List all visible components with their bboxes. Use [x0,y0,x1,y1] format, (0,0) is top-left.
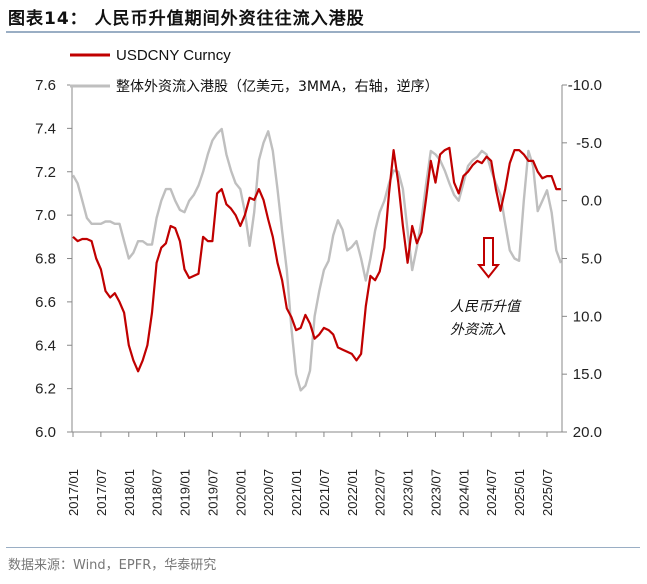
x-tick-label: 2024/01 [456,469,471,516]
series-line-usdcny [72,146,561,373]
x-tick-label: 2017/01 [66,469,81,516]
annotation: 人民币升值 外资流入 [450,237,522,338]
x-tick-label: 2023/01 [401,469,416,516]
x-tick-label: 2021/07 [317,469,332,516]
series-line-foreign-flows [71,127,563,392]
right-tick-label: 20.0 [573,424,602,441]
right-tick-label: 5.0 [581,251,602,268]
source-divider [6,547,640,548]
left-tick-label: 6.0 [35,424,56,441]
left-tick-label: 7.2 [35,164,56,181]
right-tick-label: -5.0 [576,135,602,152]
x-tick-label: 2023/07 [428,469,443,516]
left-tick-label: 7.0 [35,207,56,224]
legend: USDCNY Curncy 整体外资流入港股（亿美元，3MMA，右轴，逆序） [70,47,439,95]
x-tick-label: 2024/07 [484,469,499,516]
x-tick-label: 2019/01 [178,469,193,516]
right-tick-label: 15.0 [573,366,602,383]
right-tick-label: 10.0 [573,308,602,325]
x-tick-label: 2017/07 [94,469,109,516]
annotation-foreign-inflow: 外资流入 [450,322,506,338]
right-tick-label: -10.0 [568,77,602,94]
x-tick-label: 2019/07 [205,469,220,516]
annotation-rmb-appreciation: 人民币升值 [450,299,522,315]
x-tick-label: 2025/01 [512,469,527,516]
x-tick-label: 2022/01 [345,469,360,516]
x-tick-label: 2020/07 [261,469,276,516]
legend-label-flows: 整体外资流入港股（亿美元，3MMA，右轴，逆序） [116,79,439,95]
x-tick-label: 2018/01 [122,469,137,516]
source-note: 数据来源：Wind，EPFR，华泰研究 [8,558,217,573]
left-tick-label: 6.4 [35,337,56,354]
x-tick-label: 2018/07 [150,469,165,516]
x-tick-label: 2025/07 [540,469,555,516]
x-tick-label: 2022/07 [373,469,388,516]
title-divider [6,31,640,33]
x-tick-label: 2021/01 [289,469,304,516]
figure-title: 图表14： 人民币升值期间外资往往流入港股 [8,9,365,29]
legend-label-usdcny: USDCNY Curncy [116,47,231,64]
down-arrow-icon [476,237,501,279]
left-tick-label: 7.4 [35,120,56,137]
left-tick-label: 6.2 [35,381,56,398]
right-tick-label: 0.0 [581,193,602,210]
left-tick-label: 6.8 [35,251,56,268]
x-tick-label: 2020/01 [233,469,248,516]
left-tick-label: 7.6 [35,77,56,94]
left-tick-label: 6.6 [35,294,56,311]
